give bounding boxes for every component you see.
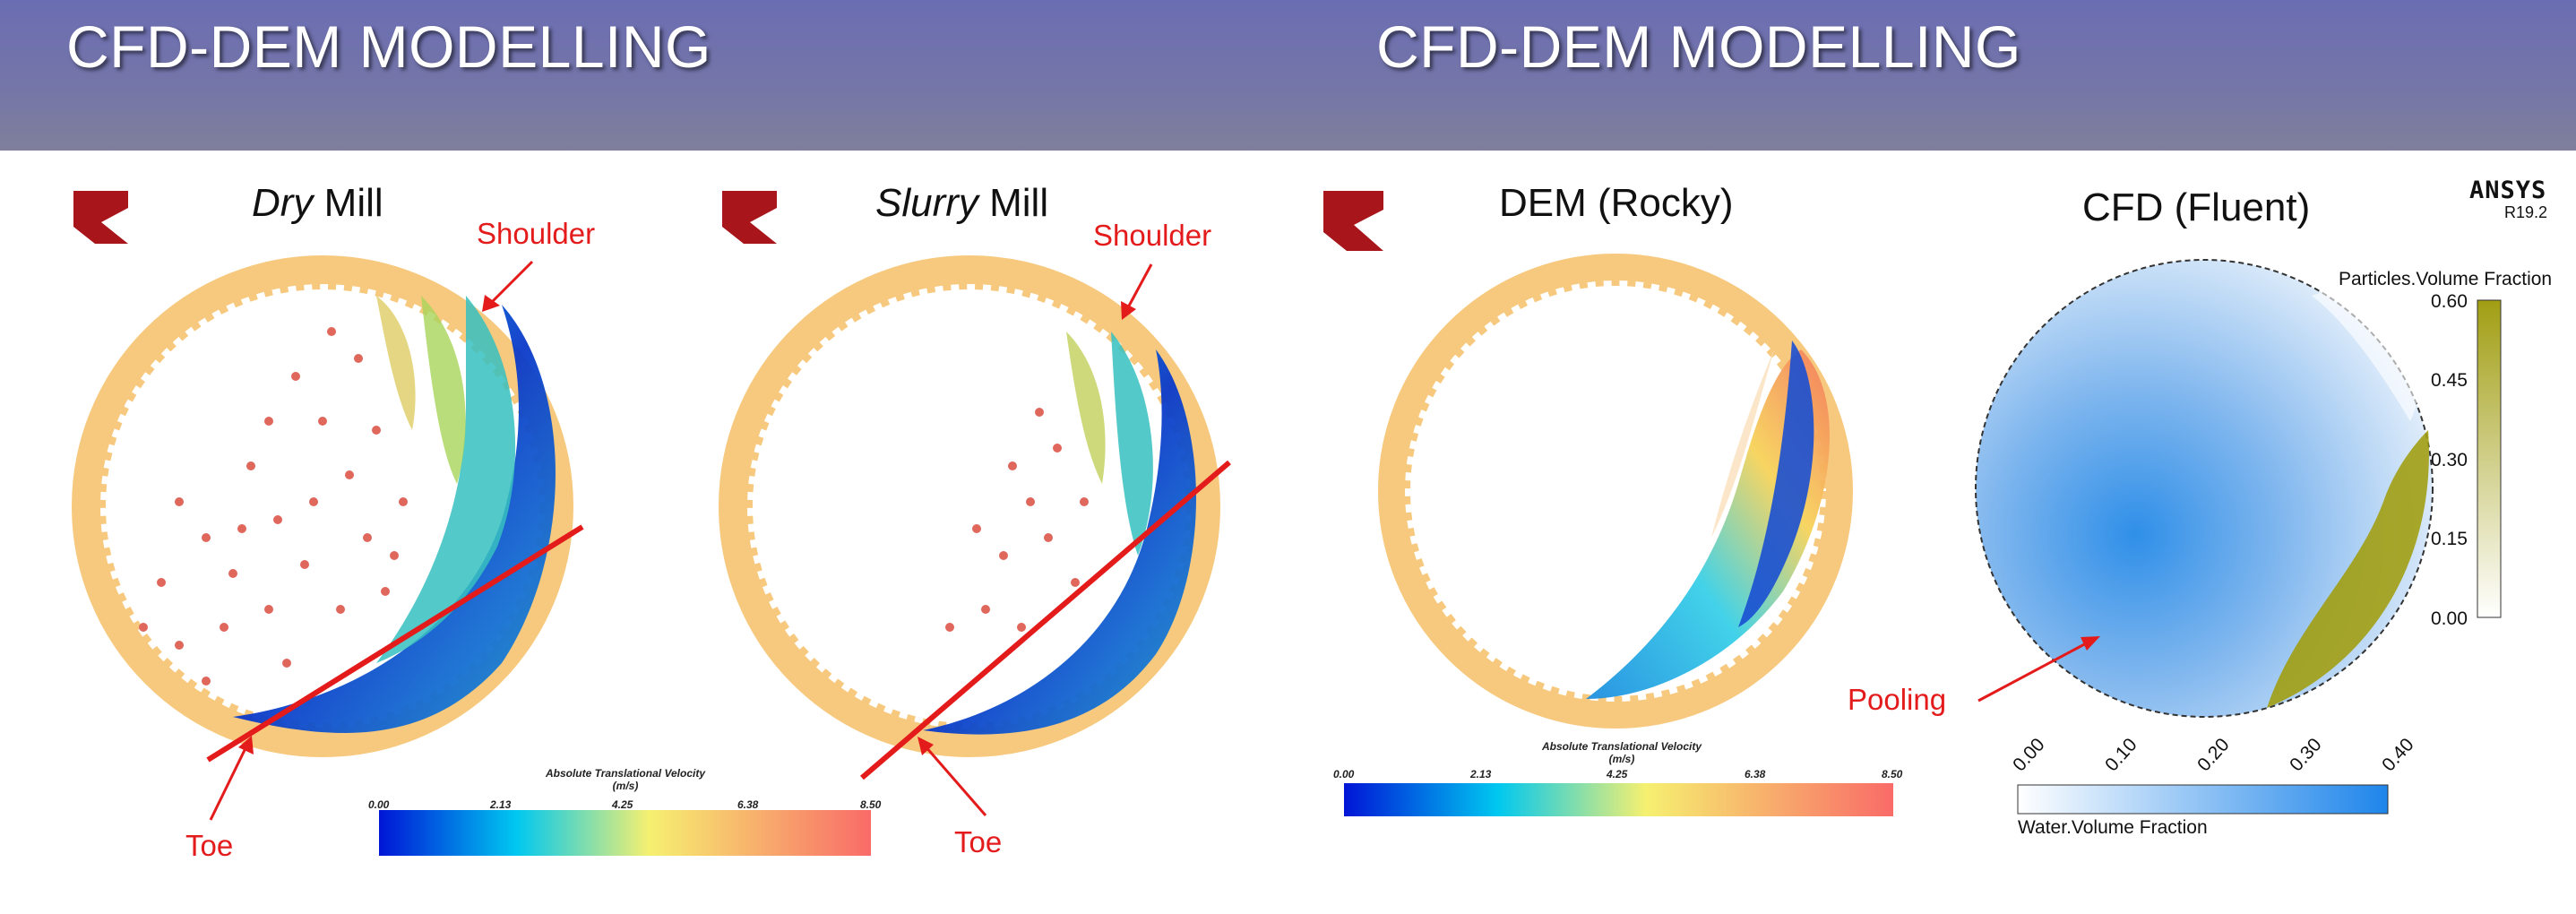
colorbar-tick: 2.13: [1470, 768, 1492, 780]
dry-toe-label: Toe: [185, 829, 234, 862]
particles-volume-fraction-colorbar: [2477, 299, 2502, 618]
cfd-title: CFD (Fluent): [2082, 185, 2311, 229]
water-volume-fraction-colorbar: [2017, 784, 2389, 815]
company-logo-icon: [1323, 191, 1383, 251]
slurry-toe-arrow-icon: [918, 737, 987, 816]
colorbar-tick: 2.13: [490, 798, 512, 811]
slurry-shoulder-arrow-icon: [1121, 263, 1153, 320]
dry-mill-scattered-particles: [139, 327, 408, 686]
dry-mill-toe-line: [206, 524, 584, 763]
colorbar-tick: 0.00: [1333, 768, 1355, 780]
water-legend-title: Water.Volume Fraction: [2018, 817, 2208, 838]
title-banner: [0, 0, 1308, 151]
pooling-label: Pooling: [1848, 683, 1947, 716]
particles-legend-tick: 0.60: [2431, 291, 2468, 312]
particles-legend-title: Particles.Volume Fraction: [2339, 269, 2553, 289]
ansys-logo: ANSYS: [2469, 177, 2547, 204]
particles-legend-tick: 0.15: [2431, 529, 2468, 549]
slurry-shoulder-label: Shoulder: [1093, 219, 1212, 252]
dem-title: DEM (Rocky): [1499, 181, 1734, 225]
title-banner: [1308, 0, 2576, 151]
dry-mill-title: Dry Mill: [252, 181, 383, 225]
dry-mill-particle-charge: [233, 296, 556, 733]
slurry-mill-toe-line: [860, 460, 1231, 780]
dry-toe-arrow-icon: [209, 736, 254, 821]
colorbar-tick: 8.50: [1882, 768, 1903, 780]
slurry-mill-scattered-particles: [945, 408, 1089, 632]
slide-title: CFD-DEM MODELLING: [66, 13, 711, 80]
slurry-mill-particle-charge: [923, 332, 1196, 735]
pooling-arrow-icon: [1977, 636, 2100, 703]
velocity-colorbar-title: Absolute Translational Velocity (m/s): [1541, 740, 1702, 765]
particles-legend-tick: 0.00: [2431, 608, 2468, 629]
company-logo-icon: [73, 191, 128, 244]
company-logo-icon: [722, 191, 777, 244]
colorbar-tick: 8.50: [860, 798, 882, 811]
velocity-colorbar-title: Absolute Translational Velocity (m/s): [545, 767, 706, 792]
right-slide: CFD-DEM MODELLING: [1308, 0, 2576, 914]
velocity-colorbar: [1344, 783, 1893, 816]
dry-shoulder-label: Shoulder: [477, 217, 596, 250]
cfd-mill-contour: [1975, 259, 2434, 718]
dry-shoulder-arrow-icon: [482, 260, 534, 312]
left-slide: CFD-DEM MODELLING: [0, 0, 1308, 862]
slurry-mill-title: Slurry Mill: [875, 181, 1049, 225]
particles-legend-tick: 0.30: [2431, 450, 2468, 470]
particles-legend-tick: 0.45: [2431, 370, 2468, 391]
slurry-toe-label: Toe: [954, 825, 1003, 858]
colorbar-tick: 6.38: [1745, 768, 1766, 780]
dem-mill-shell: [1378, 254, 1853, 729]
colorbar-tick: 4.25: [612, 798, 633, 811]
left-slide-graphics: [72, 191, 1231, 856]
dem-streamlines: [1586, 341, 1831, 699]
slide-title: CFD-DEM MODELLING: [1376, 13, 2021, 80]
colorbar-tick: 4.25: [1607, 768, 1628, 780]
colorbar-tick: 6.38: [737, 798, 759, 811]
right-slide-graphics: [1323, 191, 2502, 816]
velocity-colorbar: [379, 810, 871, 856]
colorbar-tick: 0.00: [368, 798, 390, 811]
ansys-version: R19.2: [2504, 203, 2548, 221]
